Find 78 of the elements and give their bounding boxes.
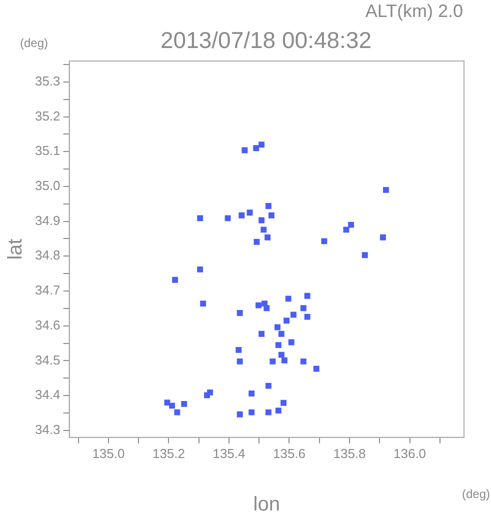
point — [362, 252, 368, 258]
point — [304, 292, 310, 299]
point — [288, 339, 294, 346]
point — [169, 402, 176, 409]
point — [265, 203, 272, 209]
point — [256, 302, 262, 308]
point — [236, 310, 243, 316]
y-tick-label: 34.5 — [34, 352, 60, 368]
point — [174, 409, 180, 416]
x-tick-label: 135.8 — [333, 446, 366, 461]
point — [270, 358, 276, 364]
point — [224, 215, 231, 222]
point — [258, 142, 265, 148]
point — [313, 366, 320, 372]
y-tick-label: 34.7 — [34, 282, 60, 298]
y-tick-label: 35.0 — [34, 178, 60, 194]
point — [274, 324, 280, 330]
y-axis-title: lat — [4, 238, 27, 260]
point — [300, 305, 306, 312]
y-tick-label: 35.2 — [34, 108, 60, 124]
x-tick-label: 135.0 — [92, 446, 125, 461]
point — [254, 238, 260, 245]
y-tick-label: 34.8 — [34, 248, 60, 263]
point — [248, 390, 255, 396]
point — [321, 238, 328, 244]
point — [343, 226, 350, 233]
point — [278, 330, 284, 337]
point — [246, 210, 253, 216]
point — [197, 266, 204, 272]
point — [268, 212, 274, 218]
x-tick-label: 135.2 — [152, 446, 186, 461]
point — [382, 186, 389, 193]
point — [236, 411, 243, 418]
point — [200, 300, 206, 307]
point — [238, 212, 245, 218]
x-tick-label: 135.4 — [212, 446, 246, 461]
text: (deg) — [462, 487, 490, 501]
y-tick-label: 34.9 — [34, 212, 60, 228]
point — [300, 358, 306, 364]
point — [264, 234, 271, 240]
y-tick-label: 34.3 — [34, 422, 60, 438]
point — [275, 408, 282, 414]
point — [236, 346, 242, 353]
point — [258, 330, 265, 337]
y-tick-label: 34.6 — [34, 317, 60, 332]
point — [265, 409, 272, 416]
chart-subtitle: ALT(km) 2.0 — [365, 1, 463, 21]
y-tick-label: 34.4 — [34, 387, 60, 402]
point — [275, 342, 282, 348]
point — [172, 276, 178, 283]
point — [248, 409, 255, 416]
point — [290, 312, 296, 318]
point — [265, 382, 272, 389]
point — [348, 222, 354, 228]
point — [304, 314, 310, 320]
point — [197, 215, 204, 222]
point — [253, 145, 260, 152]
x-tick-label: 135.6 — [272, 446, 306, 461]
point — [204, 392, 210, 398]
y-tick-label: 35.3 — [34, 73, 60, 88]
point — [236, 358, 243, 364]
point — [181, 400, 188, 407]
point — [285, 296, 292, 302]
point — [281, 357, 288, 364]
point — [280, 400, 286, 406]
point — [278, 352, 284, 358]
x-axis-title: lon — [253, 494, 280, 516]
chart-title: 2013/07/18 00:48:32 — [160, 27, 372, 53]
point — [260, 226, 267, 233]
point — [258, 217, 265, 224]
point — [242, 147, 248, 154]
point — [284, 318, 290, 324]
point — [380, 234, 386, 240]
text: (deg) — [20, 36, 48, 50]
point — [262, 300, 268, 307]
point — [164, 400, 170, 406]
y-tick-label: 35.1 — [34, 143, 60, 158]
x-tick-label: 136.0 — [393, 446, 426, 461]
